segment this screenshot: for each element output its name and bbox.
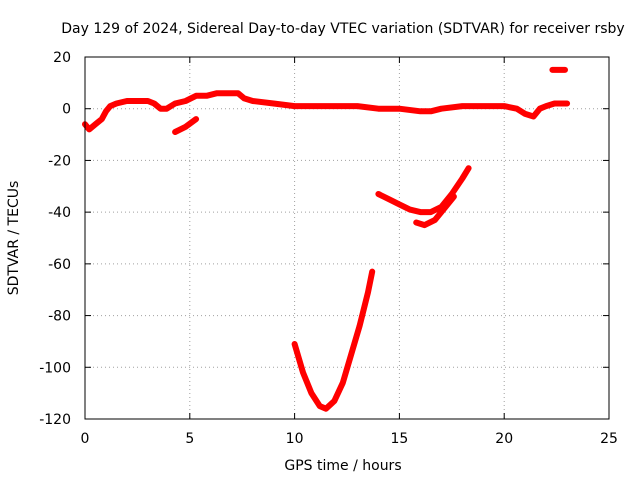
x-tick-label: 5 bbox=[185, 431, 194, 447]
grid-layer bbox=[85, 57, 609, 419]
y-tick-label: -60 bbox=[48, 257, 71, 273]
x-tick-label: 15 bbox=[390, 431, 408, 447]
x-tick-label: 25 bbox=[600, 431, 618, 447]
x-axis-label: GPS time / hours bbox=[284, 458, 401, 474]
chart-title: Day 129 of 2024, Sidereal Day-to-day VTE… bbox=[61, 21, 624, 37]
y-axis-label: SDTVAR / TECUs bbox=[6, 181, 22, 296]
y-tick-label: -100 bbox=[39, 360, 71, 376]
y-tick-label: -40 bbox=[48, 205, 71, 221]
series-afternoon-arc-upper bbox=[375, 165, 472, 216]
y-tick-label: 20 bbox=[53, 50, 71, 66]
series-main-track bbox=[82, 90, 571, 133]
x-tick-label: 20 bbox=[495, 431, 513, 447]
y-tick-label: 0 bbox=[62, 102, 71, 118]
y-tick-label: -80 bbox=[48, 309, 71, 325]
plot-frame bbox=[84, 56, 610, 420]
tick-layer: 0 5 10 15 20 25 20 0 -20 -40 -60 -80 -100 -120 bbox=[39, 50, 618, 447]
series-early-segment bbox=[172, 116, 200, 135]
series-afternoon-arc-lower bbox=[413, 193, 457, 229]
series-layer bbox=[82, 66, 571, 412]
series-noon-dip bbox=[291, 268, 376, 412]
y-tick-label: -120 bbox=[39, 412, 71, 428]
x-tick-label: 0 bbox=[81, 431, 90, 447]
x-tick-label: 10 bbox=[286, 431, 304, 447]
y-tick-label: -20 bbox=[48, 153, 71, 169]
